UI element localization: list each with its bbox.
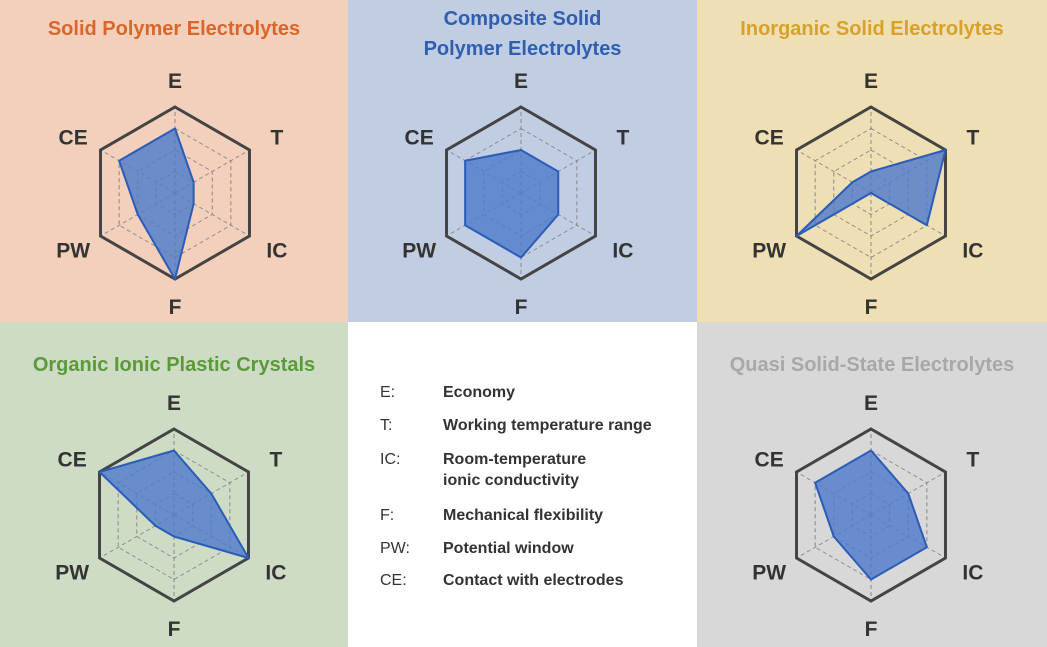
legend-label-line: ionic conductivity (443, 472, 580, 489)
outer-hexagon (795, 427, 947, 603)
legend-label: Working temperature range (443, 417, 652, 434)
axis-label-t: T (966, 449, 979, 472)
radar-chart: E T IC F PW CE (752, 70, 983, 319)
legend-item: F: Mechanical flexibility (380, 505, 603, 526)
chart-title-line: Polymer Electrolytes (423, 38, 622, 60)
axis-label-pw: PW (402, 240, 436, 263)
radar-panel: Quasi Solid-State Electrolytes E T IC F PW CE (697, 322, 1047, 647)
axis-label-e: E (864, 70, 878, 93)
axis-label-pw: PW (752, 562, 786, 585)
legend-item: E: Economy (380, 382, 515, 403)
axis-label-e: E (168, 70, 182, 93)
chart-title: Solid Polymer Electrolytes (47, 18, 301, 40)
axis-label-ic: IC (265, 562, 286, 585)
legend-item: T: Working temperature range (380, 415, 652, 436)
radar-panel: Solid Polymer Electrolytes E T IC F PW CE (0, 0, 348, 322)
axis-label-t: T (270, 127, 283, 150)
legend-label: Contact with electrodes (443, 572, 624, 589)
legend-item: CE: Contact with electrodes (380, 570, 623, 591)
axis-label-f: F (865, 296, 878, 319)
axis-label-ce: CE (755, 127, 784, 150)
data-polygon (118, 127, 195, 280)
axis-label-f: F (865, 618, 878, 641)
axis-label-ce: CE (405, 127, 434, 150)
axis-label-t: T (966, 127, 979, 150)
data-polygon (464, 149, 560, 259)
axis-label-e: E (864, 392, 878, 415)
radar-panel: Organic Ionic Plastic Crystals E T IC F PW CE (0, 322, 348, 647)
axis-label-ic: IC (266, 240, 287, 263)
radar-chart: E T IC F PW CE (402, 70, 633, 319)
axis-label-ic: IC (962, 562, 983, 585)
axis-label-pw: PW (55, 562, 89, 585)
chart-title: Inorganic Solid Electrolytes (740, 18, 1004, 40)
legend-key: F: (380, 507, 395, 524)
axis-label-e: E (167, 392, 181, 415)
legend-key: T: (380, 417, 393, 434)
chart-title: Composite Solid Polymer Electrolytes (348, 4, 697, 64)
axis-label-ce: CE (755, 449, 784, 472)
axis-label-ce: CE (58, 449, 87, 472)
axis-label-pw: PW (752, 240, 786, 263)
axis-legend: E: Economy T: Working temperature range IC… (348, 322, 697, 647)
axis-label-ic: IC (612, 240, 633, 263)
data-polygon (814, 449, 928, 581)
axis-label-f: F (169, 296, 182, 319)
legend-item: IC: Room-temperature ionic conductivity (380, 449, 586, 491)
legend-key: CE: (380, 572, 407, 589)
radar-chart: E T IC F PW CE (55, 392, 286, 641)
legend-label: Room-temperature ionic conductivity (443, 449, 586, 491)
radar-panel: Inorganic Solid Electrolytes E T IC F PW CE (697, 0, 1047, 322)
legend-key: IC: (380, 451, 401, 468)
axis-label-pw: PW (56, 240, 90, 263)
legend-key: E: (380, 384, 396, 401)
axis-label-t: T (269, 449, 282, 472)
axis-label-t: T (616, 127, 629, 150)
axis-label-ce: CE (59, 127, 88, 150)
axis-label-f: F (515, 296, 528, 319)
legend-label: Economy (443, 384, 516, 401)
legend-key: PW: (380, 540, 410, 557)
radar-chart: E T IC F PW CE (752, 392, 983, 641)
data-polygon (795, 149, 947, 237)
chart-title-line: Composite Solid (443, 8, 602, 30)
radar-panel: Composite Solid Polymer Electrolytes E T IC F… (348, 0, 697, 322)
legend-label: Mechanical flexibility (443, 507, 604, 524)
radar-chart: E T IC F PW CE (56, 70, 287, 319)
legend-item: PW: Potential window (380, 538, 574, 559)
chart-title: Organic Ionic Plastic Crystals (32, 354, 316, 376)
axis-label-f: F (168, 618, 181, 641)
outer-hexagon (445, 105, 597, 281)
legend-label: Potential window (443, 540, 574, 557)
axis-label-ic: IC (962, 240, 983, 263)
chart-title: Quasi Solid-State Electrolytes (729, 354, 1015, 376)
axis-label-e: E (514, 70, 528, 93)
data-polygon (98, 449, 250, 559)
legend-label-line: Room-temperature (443, 451, 587, 468)
